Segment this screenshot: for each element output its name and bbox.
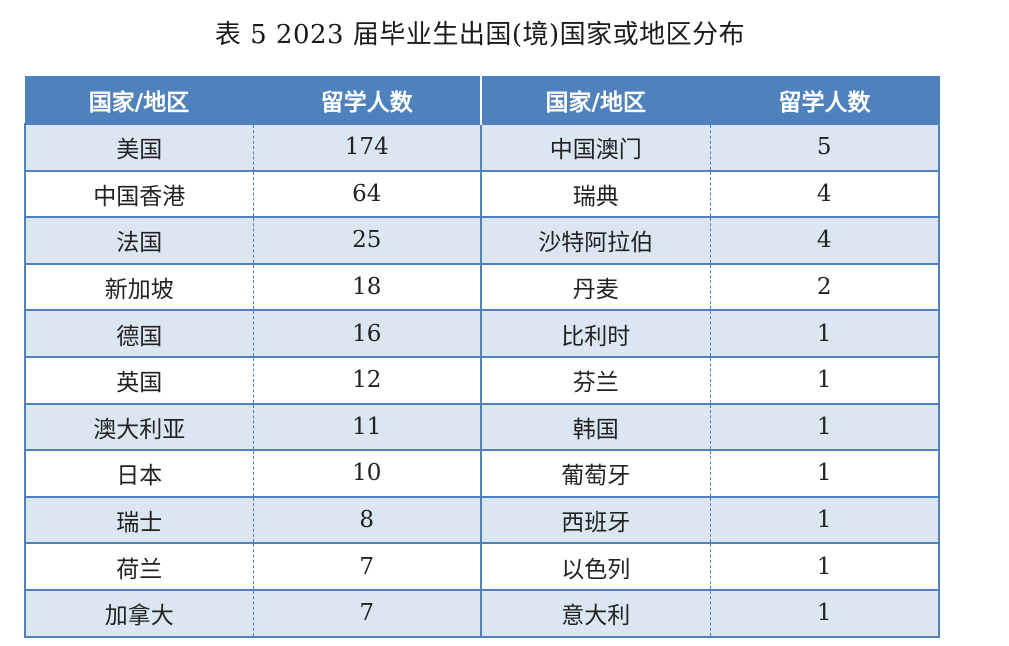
count-cell: 174: [252, 123, 482, 172]
table-row: 美国 174 中国澳门 5: [24, 123, 940, 172]
region-cell: 荷兰: [24, 542, 254, 591]
region-cell: 澳大利亚: [24, 402, 254, 452]
count-cell: 7: [252, 588, 482, 638]
count-cell: 1: [709, 588, 940, 638]
table-row: 澳大利亚 11 韩国 1: [24, 402, 940, 452]
region-cell: 瑞典: [480, 169, 711, 219]
count-cell: 8: [252, 495, 482, 545]
region-cell: 丹麦: [480, 262, 711, 312]
count-cell: 1: [709, 355, 940, 405]
region-cell: 英国: [24, 355, 254, 405]
header-region-left: 国家/地区: [24, 76, 254, 125]
header-count-right: 留学人数: [709, 76, 940, 125]
region-cell: 比利时: [480, 309, 711, 358]
region-cell: 葡萄牙: [480, 449, 711, 498]
count-cell: 5: [709, 123, 940, 172]
table-row: 德国 16 比利时 1: [24, 309, 940, 358]
table-row: 新加坡 18 丹麦 2: [24, 262, 940, 312]
region-cell: 加拿大: [24, 588, 254, 638]
count-cell: 1: [709, 495, 940, 545]
region-cell: 德国: [24, 309, 254, 358]
count-cell: 2: [709, 262, 940, 312]
header-region-right: 国家/地区: [480, 76, 711, 125]
region-cell: 以色列: [480, 542, 711, 591]
count-cell: 18: [252, 262, 482, 312]
count-cell: 1: [709, 542, 940, 591]
region-cell: 美国: [24, 123, 254, 172]
table-row: 中国香港 64 瑞典 4: [24, 169, 940, 219]
count-cell: 10: [252, 449, 482, 498]
region-cell: 中国澳门: [480, 123, 711, 172]
count-cell: 1: [709, 309, 940, 358]
count-cell: 11: [252, 402, 482, 452]
region-cell: 日本: [24, 449, 254, 498]
region-cell: 韩国: [480, 402, 711, 452]
region-cell: 中国香港: [24, 169, 254, 219]
region-cell: 瑞士: [24, 495, 254, 545]
count-cell: 64: [252, 169, 482, 219]
count-cell: 1: [709, 449, 940, 498]
table-row: 法国 25 沙特阿拉伯 4: [24, 216, 940, 265]
table-row: 瑞士 8 西班牙 1: [24, 495, 940, 545]
region-cell: 芬兰: [480, 355, 711, 405]
region-cell: 新加坡: [24, 262, 254, 312]
region-cell: 沙特阿拉伯: [480, 216, 711, 265]
table-caption: 表 5 2023 届毕业生出国(境)国家或地区分布: [214, 20, 746, 50]
region-cell: 意大利: [480, 588, 711, 638]
count-cell: 16: [252, 309, 482, 358]
count-cell: 4: [709, 216, 940, 265]
count-cell: 12: [252, 355, 482, 405]
region-cell: 法国: [24, 216, 254, 265]
count-cell: 7: [252, 542, 482, 591]
count-cell: 25: [252, 216, 482, 265]
study-abroad-table: 国家/地区 留学人数 国家/地区 留学人数 美国 174 中国澳门 5 中国香港…: [24, 76, 940, 638]
table-row: 加拿大 7 意大利 1: [24, 588, 940, 638]
count-cell: 4: [709, 169, 940, 219]
count-cell: 1: [709, 402, 940, 452]
table-row: 英国 12 芬兰 1: [24, 355, 940, 405]
table-header-row: 国家/地区 留学人数 国家/地区 留学人数: [24, 76, 940, 125]
table-row: 荷兰 7 以色列 1: [24, 542, 940, 591]
table-row: 日本 10 葡萄牙 1: [24, 449, 940, 498]
region-cell: 西班牙: [480, 495, 711, 545]
header-count-left: 留学人数: [252, 76, 482, 125]
